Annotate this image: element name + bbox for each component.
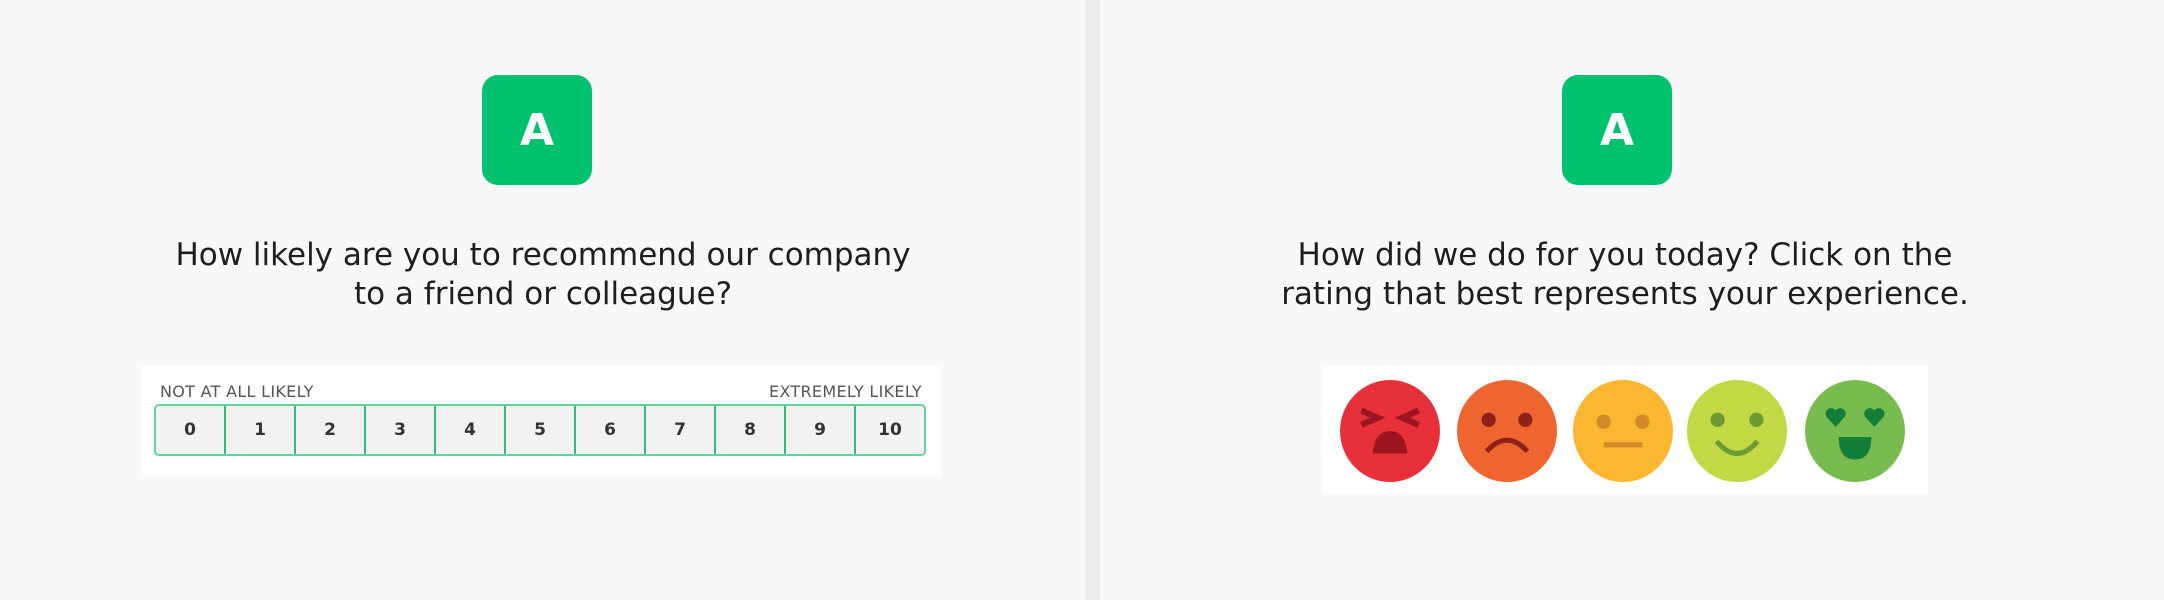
- logo-letter: A: [1599, 104, 1635, 156]
- nps-option-2[interactable]: 2: [296, 406, 366, 454]
- question-line-2: rating that best represents your experie…: [1281, 276, 1969, 312]
- nps-option-4[interactable]: 4: [436, 406, 506, 454]
- question-line-1: How likely are you to recommend our comp…: [175, 237, 911, 273]
- nps-question: How likely are you to recommend our comp…: [0, 236, 1086, 314]
- nps-option-10[interactable]: 10: [856, 406, 924, 454]
- nps-option-7[interactable]: 7: [646, 406, 716, 454]
- smile-face-icon[interactable]: [1686, 379, 1788, 483]
- question-line-1: How did we do for you today? Click on th…: [1297, 237, 1953, 273]
- emoji-question: How did we do for you today? Click on th…: [1100, 236, 2150, 314]
- high-label: EXTREMELY LIKELY: [769, 382, 922, 401]
- nps-option-9[interactable]: 9: [786, 406, 856, 454]
- nps-option-1[interactable]: 1: [226, 406, 296, 454]
- nps-option-5[interactable]: 5: [506, 406, 576, 454]
- emoji-survey-panel: A How did we do for you today? Click on …: [1100, 0, 2164, 600]
- logo-letter: A: [519, 104, 555, 156]
- divider: [1086, 0, 1100, 600]
- nps-survey-panel: A How likely are you to recommend our co…: [0, 75, 1086, 477]
- low-label: NOT AT ALL LIKELY: [160, 382, 314, 401]
- nps-option-6[interactable]: 6: [576, 406, 646, 454]
- emoji-rating-card: [1322, 366, 1928, 494]
- sad-face-icon[interactable]: [1456, 379, 1558, 483]
- question-line-2: to a friend or colleague?: [353, 276, 733, 312]
- nps-option-3[interactable]: 3: [366, 406, 436, 454]
- nps-scale: 0 1 2 3 4 5 6 7 8 9 10: [154, 404, 926, 456]
- neutral-face-icon[interactable]: [1572, 379, 1674, 483]
- angry-face-icon[interactable]: [1339, 379, 1441, 483]
- heart-eyes-face-icon[interactable]: [1804, 379, 1906, 483]
- nps-option-8[interactable]: 8: [716, 406, 786, 454]
- logo: A: [1562, 75, 1672, 185]
- logo: A: [482, 75, 592, 185]
- nps-option-0[interactable]: 0: [156, 406, 226, 454]
